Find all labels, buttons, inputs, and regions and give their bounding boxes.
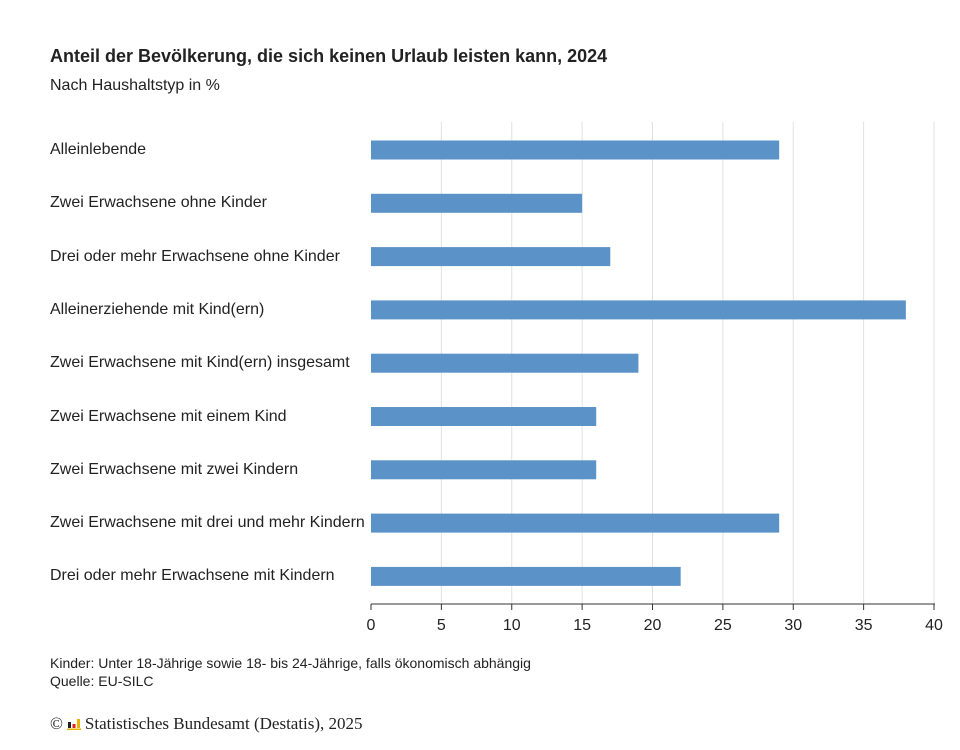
x-tick-label: 0 (367, 617, 376, 634)
bar (371, 407, 597, 426)
x-tick-label: 10 (503, 617, 521, 634)
bar (371, 300, 906, 320)
category-label: Drei oder mehr Erwachsene ohne Kinder (50, 247, 340, 265)
category-label: Zwei Erwachsene mit einem Kind (50, 407, 287, 425)
bar (371, 566, 681, 586)
definition-note: Kinder: Unter 18-Jährige sowie 18- bis 2… (50, 655, 531, 671)
x-tick-label: 5 (437, 617, 446, 634)
x-tick-label: 25 (714, 617, 732, 634)
bar (371, 247, 611, 267)
bar (371, 513, 780, 533)
x-tick-label: 40 (925, 617, 943, 634)
copyright-symbol: © (50, 714, 63, 733)
chart-notes: Kinder: Unter 18-Jährige sowie 18- bis 2… (50, 654, 531, 690)
footer: © Statistisches Bundesamt (Destatis), 20… (50, 714, 363, 734)
bar (371, 140, 780, 160)
chart-subtitle: Nach Haushaltstyp in % (50, 77, 220, 94)
x-tick-label: 35 (855, 617, 873, 634)
x-tick-label: 20 (644, 617, 662, 634)
category-label: Zwei Erwachsene mit zwei Kindern (50, 460, 299, 478)
chart-title: Anteil der Bevölkerung, die sich keinen … (50, 46, 608, 66)
category-label: Alleinerziehende mit Kind(ern) (50, 300, 265, 318)
category-label: Drei oder mehr Erwachsene mit Kindern (50, 567, 335, 585)
destatis-logo-icon (66, 719, 81, 730)
category-label: Zwei Erwachsene mit Kind(ern) insgesamt (50, 354, 350, 372)
x-tick-label: 15 (573, 617, 591, 634)
bar (371, 460, 597, 480)
bar (371, 353, 639, 373)
category-label: Alleinlebende (50, 141, 147, 158)
footer-text: Statistisches Bundesamt (Destatis), 2025 (84, 714, 363, 733)
x-tick-label: 30 (784, 617, 802, 634)
category-label: Zwei Erwachsene mit drei und mehr Kinder… (50, 514, 365, 532)
bar (371, 193, 583, 213)
category-label: Zwei Erwachsene ohne Kinder (50, 194, 268, 212)
source-note: Quelle: EU-SILC (50, 673, 154, 689)
